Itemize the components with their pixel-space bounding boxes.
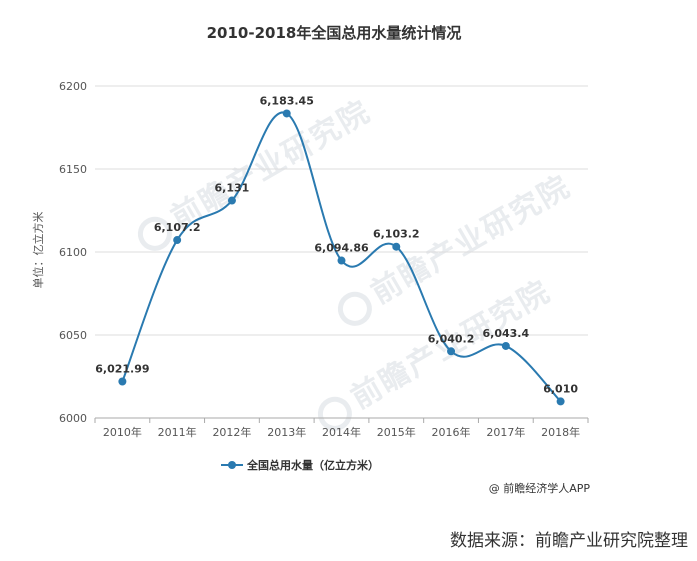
data-point [118,377,127,386]
y-tick-label: 6100 [59,246,87,259]
data-label: 6,103.2 [373,228,420,241]
axes: 6000 6050 6100 6150 6200 2010年 2011年 2012年 2013年… [59,80,589,439]
data-labels: 6,021.99 6,107.2 6,131 6,183.45 6,094.86 6,10… [95,94,578,395]
credit-text: @ 前瞻经济学人APP [489,481,591,495]
legend-marker [228,461,236,469]
x-tick-label: 2013年 [267,425,306,439]
x-tick-label: 2012年 [212,425,251,439]
data-label: 6,183.45 [260,94,314,107]
x-tick-label: 2018年 [541,425,580,439]
y-tick-label: 6000 [59,412,87,425]
legend: 全国总用水量（亿立方米） [221,458,379,472]
data-point [556,397,565,406]
data-point [282,109,291,118]
chart-title: 2010-2018年全国总用水量统计情况 [207,24,462,42]
data-point [392,242,401,251]
data-label: 6,021.99 [95,362,149,375]
legend-label: 全国总用水量（亿立方米） [246,458,379,472]
x-tick-label: 2017年 [486,425,525,439]
series-line [118,109,565,406]
x-tick-label: 2011年 [158,425,197,439]
x-tick-label: 2015年 [377,425,416,439]
y-axis-label: 单位：亿立方米 [31,212,45,289]
data-point [173,236,182,245]
data-label: 6,131 [215,182,250,195]
series-path [121,111,562,403]
data-point [447,347,456,356]
data-point [227,196,236,205]
x-tick-label: 2016年 [432,425,471,439]
source-text: 数据来源：前瞻产业研究院整理 [450,531,688,551]
data-label: 6,107.2 [154,221,201,234]
y-tick-label: 6200 [59,80,87,93]
y-tick-label: 6150 [59,163,87,176]
data-point [501,341,510,350]
data-label: 6,040.2 [428,332,475,345]
data-point [337,256,346,265]
x-tick-label: 2010年 [103,425,142,439]
grid-lines [95,85,588,336]
data-label: 6,010 [543,382,578,395]
data-label: 6,094.86 [314,242,369,255]
y-tick-label: 6050 [59,329,87,342]
x-tick-label: 2014年 [322,425,361,439]
data-label: 6,043.4 [483,327,530,340]
